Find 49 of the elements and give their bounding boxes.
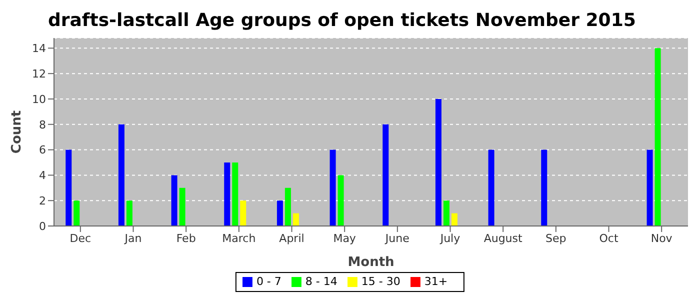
y-tick-label: 14	[32, 42, 46, 56]
bar	[646, 150, 653, 226]
bar	[284, 188, 291, 226]
chart-title: drafts-lastcall Age groups of open tickets November 2015	[47, 9, 637, 33]
y-tick-label: 2	[39, 194, 46, 208]
bar	[488, 150, 494, 226]
bar	[654, 48, 661, 226]
y-tick-label: 10	[32, 92, 46, 106]
y-tick-label: 6	[39, 144, 46, 157]
bar	[276, 200, 283, 226]
bar	[382, 124, 389, 226]
y-axis-title: Count	[10, 110, 25, 154]
bar	[232, 162, 238, 226]
x-tick-label: May	[333, 232, 356, 245]
legend-label: 0 - 7	[256, 275, 282, 288]
y-tick-label: 8	[39, 118, 46, 132]
x-tick-label: July	[439, 232, 461, 245]
bar	[292, 213, 299, 226]
x-tick-label: Feb	[176, 232, 196, 245]
bar	[224, 162, 230, 226]
x-tick-label: Oct	[599, 232, 619, 245]
y-tick-label: 0	[39, 220, 46, 233]
x-tick-label: March	[222, 232, 256, 245]
bar	[74, 200, 80, 226]
bar	[443, 200, 450, 226]
bar	[66, 150, 72, 226]
bar	[179, 188, 186, 226]
x-tick-label: August	[484, 232, 524, 245]
bar	[435, 98, 442, 226]
x-tick-label: June	[384, 232, 410, 245]
legend-label: 15 - 30	[361, 275, 400, 288]
legend-label: 8 - 14	[305, 275, 338, 288]
bar	[171, 175, 178, 226]
bar	[451, 213, 458, 226]
x-axis-title: Month	[348, 255, 394, 270]
bar	[330, 150, 336, 226]
y-tick-label: 4	[39, 169, 46, 182]
x-tick-label: Dec	[70, 232, 92, 245]
legend-label: 31+	[424, 275, 448, 288]
bar	[541, 150, 548, 226]
bar	[240, 200, 246, 226]
bar	[338, 175, 344, 226]
x-tick-label: Jan	[124, 232, 142, 245]
bar	[126, 200, 132, 226]
y-tick-label: 12	[32, 67, 46, 80]
x-tick-label: April	[279, 232, 304, 245]
x-tick-label: Nov	[650, 232, 673, 245]
x-tick-label: Sep	[546, 232, 566, 245]
bar	[118, 124, 124, 226]
